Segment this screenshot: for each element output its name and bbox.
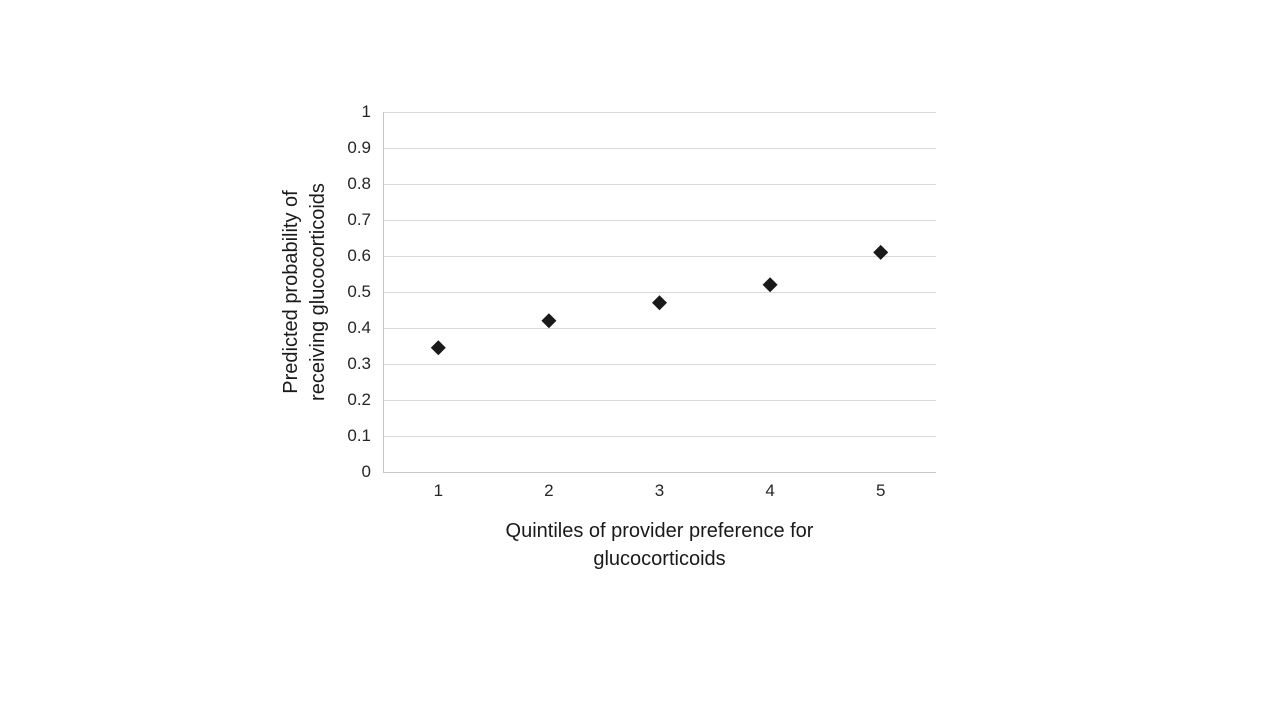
y-axis-title-line-1: Predicted probability of — [280, 190, 302, 394]
x-axis-title-line-2: glucocorticoids — [593, 548, 726, 570]
data-point-marker — [652, 295, 667, 311]
data-point-marker — [873, 244, 889, 260]
data-point-marker — [762, 277, 778, 293]
x-axis-title: Quintiles of provider preference for glu… — [383, 517, 936, 573]
data-point-marker — [541, 313, 557, 329]
data-point-marker — [430, 340, 446, 356]
y-axis-title-line-2: receiving glucocorticoids — [307, 183, 329, 401]
y-axis-title: Predicted probability of receiving gluco… — [278, 92, 332, 492]
x-axis-title-line-1: Quintiles of provider preference for — [505, 520, 814, 542]
